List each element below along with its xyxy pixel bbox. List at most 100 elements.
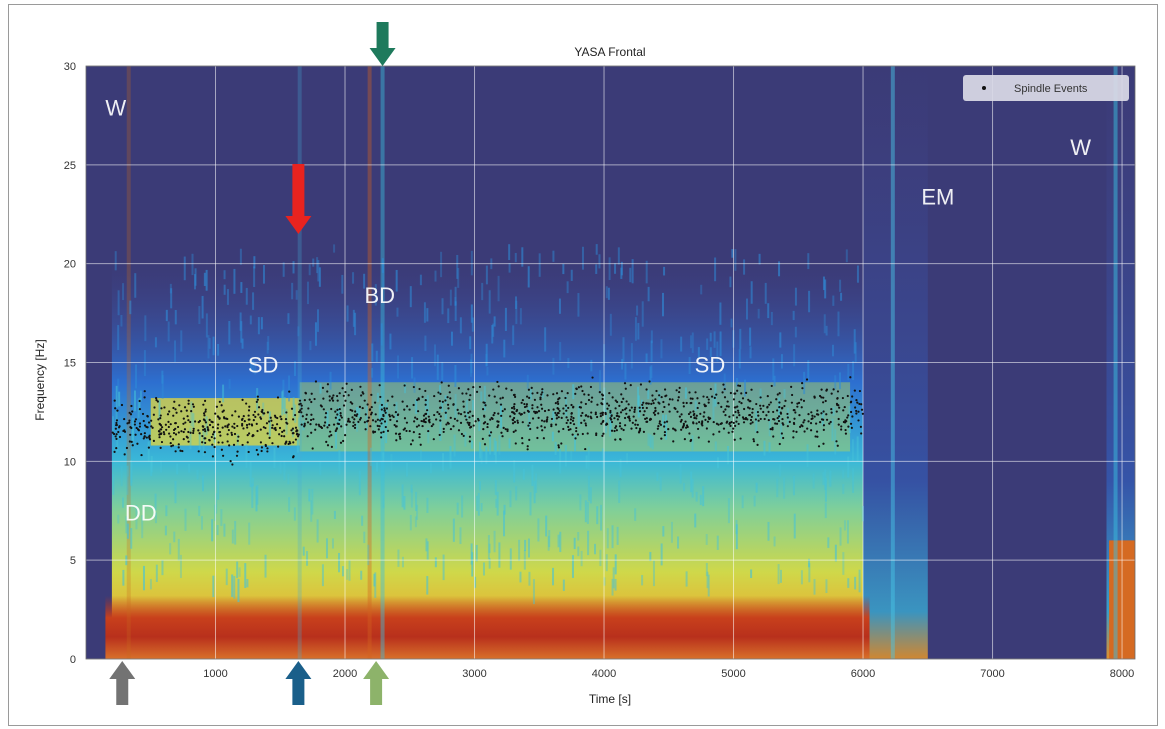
spindle-event-point bbox=[698, 402, 701, 405]
spindle-event-point bbox=[370, 411, 373, 414]
spindle-event-point bbox=[650, 402, 653, 405]
spindle-event-point bbox=[620, 400, 623, 404]
spindle-event-point bbox=[737, 411, 740, 414]
spindle-event-point bbox=[462, 434, 465, 437]
spectral-speck bbox=[131, 428, 134, 442]
spectral-speck bbox=[706, 571, 709, 589]
spindle-event-point bbox=[560, 390, 564, 393]
spectral-speck bbox=[203, 272, 206, 286]
spindle-event-point bbox=[724, 408, 727, 411]
x-tick-label: 4000 bbox=[592, 668, 616, 680]
spindle-event-point bbox=[580, 414, 583, 417]
spindle-event-point bbox=[822, 396, 825, 399]
spindle-event-point bbox=[465, 392, 468, 395]
spectral-speck bbox=[311, 488, 314, 515]
chart-title: YASA Frontal bbox=[574, 45, 645, 59]
spindle-event-point bbox=[858, 389, 862, 393]
spectral-speck bbox=[858, 569, 861, 593]
spindle-event-point bbox=[766, 395, 769, 398]
spindle-event-point bbox=[231, 463, 234, 466]
spectral-speck bbox=[750, 281, 753, 304]
spectral-speck bbox=[807, 360, 810, 382]
spindle-event-point bbox=[849, 422, 853, 425]
spindle-event-point bbox=[334, 429, 337, 433]
spindle-event-point bbox=[277, 445, 280, 448]
spindle-event-point bbox=[330, 434, 333, 437]
spindle-event-point bbox=[114, 407, 117, 410]
spindle-event-point bbox=[384, 411, 387, 414]
spindle-event-point bbox=[203, 437, 206, 440]
spindle-event-point bbox=[702, 415, 705, 418]
spindle-event-point bbox=[776, 416, 779, 420]
spindle-event-point bbox=[638, 429, 642, 432]
spectral-speck bbox=[424, 335, 427, 351]
spectral-speck bbox=[410, 488, 413, 508]
spindle-event-point bbox=[817, 445, 821, 448]
spindle-event-point bbox=[376, 424, 379, 427]
spindle-event-point bbox=[432, 423, 435, 426]
spindle-event-point bbox=[330, 407, 333, 411]
spindle-event-point bbox=[278, 426, 282, 430]
spindle-event-point bbox=[801, 387, 804, 390]
spindle-event-point bbox=[768, 403, 771, 406]
spindle-event-point bbox=[633, 408, 636, 411]
spindle-event-point bbox=[226, 417, 229, 421]
spindle-event-point bbox=[513, 407, 516, 410]
spindle-event-point bbox=[713, 396, 716, 399]
spindle-event-point bbox=[523, 402, 526, 406]
spindle-event-point bbox=[682, 401, 685, 404]
spectral-speck bbox=[291, 282, 294, 300]
spindle-event-point bbox=[383, 420, 387, 423]
spindle-event-point bbox=[284, 418, 288, 421]
spindle-event-point bbox=[580, 385, 583, 388]
spectral-speck bbox=[544, 327, 547, 352]
spindle-event-point bbox=[554, 411, 557, 415]
spindle-event-point bbox=[148, 438, 152, 441]
spindle-event-point bbox=[654, 406, 657, 410]
spectral-speck bbox=[434, 344, 437, 367]
spindle-event-point bbox=[226, 440, 229, 443]
spindle-event-point bbox=[687, 412, 691, 416]
spindle-event-point bbox=[600, 393, 604, 396]
spindle-event-point bbox=[131, 410, 134, 413]
spindle-event-point bbox=[306, 421, 310, 424]
spectral-speck bbox=[647, 433, 650, 446]
spindle-event-point bbox=[447, 407, 450, 410]
spectral-speck bbox=[783, 477, 786, 499]
spindle-event-point bbox=[146, 426, 149, 429]
spindle-event-point bbox=[584, 424, 588, 427]
spindle-event-point bbox=[135, 426, 138, 430]
spindle-event-point bbox=[543, 409, 547, 413]
spindle-event-point bbox=[186, 415, 189, 418]
spindle-event-point bbox=[366, 403, 369, 406]
spindle-event-point bbox=[172, 431, 176, 435]
spectral-speck bbox=[378, 404, 381, 423]
spindle-event-point bbox=[591, 376, 594, 379]
spectral-speck bbox=[527, 266, 530, 288]
spindle-event-point bbox=[264, 443, 267, 447]
spindle-event-point bbox=[580, 421, 583, 424]
spindle-event-point bbox=[292, 456, 295, 459]
spindle-event-point bbox=[158, 422, 161, 425]
spectral-speck bbox=[231, 574, 234, 597]
spectral-speck bbox=[780, 569, 783, 583]
spectral-speck bbox=[824, 477, 827, 502]
spectral-speck bbox=[700, 284, 703, 295]
spindle-event-point bbox=[738, 414, 741, 417]
spindle-event-point bbox=[380, 408, 383, 411]
spectral-speck bbox=[212, 336, 215, 356]
spectral-speck bbox=[436, 354, 439, 380]
spindle-event-point bbox=[512, 405, 516, 408]
spindle-event-point bbox=[332, 423, 336, 426]
spindle-event-point bbox=[483, 443, 487, 446]
spectral-speck bbox=[130, 459, 133, 486]
spindle-event-point bbox=[140, 433, 143, 436]
spindle-event-point bbox=[537, 410, 541, 413]
spectral-speck bbox=[306, 281, 309, 305]
spindle-event-point bbox=[217, 441, 220, 444]
spindle-event-point bbox=[566, 419, 570, 422]
spectral-speck bbox=[117, 378, 120, 398]
spectral-speck bbox=[634, 508, 637, 521]
spindle-event-point bbox=[492, 414, 495, 417]
spectral-speck bbox=[411, 357, 414, 379]
